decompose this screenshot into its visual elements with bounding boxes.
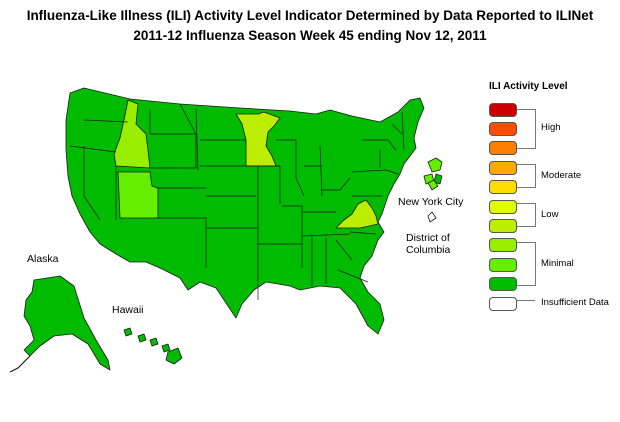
legend-swatch-level-5: [489, 200, 517, 214]
alaska-label: Alaska: [27, 253, 59, 265]
legend-label-low: Low: [541, 209, 559, 220]
nyc-label: New York City: [398, 196, 464, 208]
dc-marker: [427, 211, 437, 223]
state-alaska: [23, 275, 111, 371]
legend-swatch-level-9: [489, 122, 517, 136]
map-title-line1: Influenza-Like Illness (ILI) Activity Le…: [26, 8, 594, 23]
continental-us: [65, 87, 425, 335]
hawaii-label: Hawaii: [112, 304, 144, 316]
legend-swatch-level-0: [489, 297, 517, 311]
nyc-marker: [427, 179, 439, 191]
state-virginia: [335, 199, 379, 229]
legend-label-minimal: Minimal: [541, 258, 574, 269]
legend-swatch-level-1: [489, 277, 517, 291]
dc-label-line2: Columbia: [406, 244, 451, 256]
legend-label-insufficient: Insufficient Data: [541, 297, 609, 308]
map-title-line2: 2011-12 Influenza Season Week 45 ending …: [133, 28, 487, 43]
state-rhode-island: [433, 173, 443, 185]
state-massachusetts: [427, 157, 443, 173]
legend-title: ILI Activity Level: [489, 81, 568, 92]
dc-label-line1: District of: [406, 232, 450, 244]
legend-label-high: High: [541, 122, 561, 133]
legend-bracket-minimal: [517, 242, 536, 286]
legend-bracket-low: [517, 203, 536, 227]
legend-bracket-high: [517, 109, 536, 149]
legend-swatch-level-2: [489, 258, 517, 272]
legend-swatch-level-3: [489, 238, 517, 252]
legend-swatch-level-8: [489, 141, 517, 155]
state-hawaii: [123, 327, 183, 365]
legend-bracket-insufficient: [517, 300, 535, 307]
legend-bracket-moderate: [517, 164, 536, 188]
legend-swatch-level-4: [489, 219, 517, 233]
legend-swatch-level-10: [489, 103, 517, 117]
legend-label-moderate: Moderate: [541, 170, 582, 181]
legend-swatch-level-7: [489, 161, 517, 175]
legend-swatch-level-6: [489, 180, 517, 194]
